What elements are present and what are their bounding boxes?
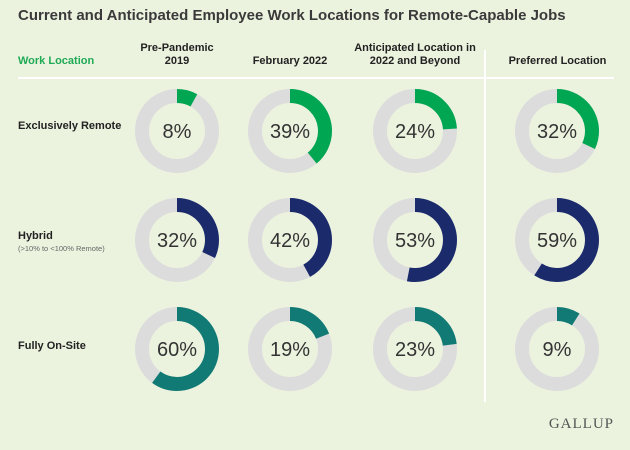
donut-segment [135,198,219,282]
donut-segment [135,89,219,173]
row-label-hybrid: Hybrid (>10% to <100% Remote) [18,230,105,253]
row-label-text: Hybrid [18,230,53,242]
donut-segment [373,307,457,391]
donut-label: 19% [270,339,310,361]
donut: 24% [373,89,457,173]
donut: 19% [248,307,332,391]
donut-segment [248,198,332,282]
row-header: Work Location [18,55,95,67]
donut-label: 53% [395,230,435,252]
donut-label: 42% [270,230,310,252]
donut-label: 32% [537,121,577,143]
column-header-feb-2022: February 2022 [252,55,328,67]
donut-segment [515,198,599,282]
donut: 8% [135,89,219,173]
donut-segment [373,198,457,282]
row-label-exclusively-remote: Exclusively Remote [18,120,121,132]
donut: 60% [135,307,219,391]
column-header-pre-pandemic: Pre-Pandemic 2019 [127,42,227,68]
donut: 32% [515,89,599,173]
row-label-text: Exclusively Remote [18,120,122,132]
donut-segment [515,307,599,391]
column-header-preferred: Preferred Location [508,55,607,67]
donut-segment [248,307,332,391]
row-sublabel: (>10% to <100% Remote) [18,244,105,253]
donut: 23% [373,307,457,391]
row-label-fully-on-site: Fully On-Site [18,340,86,352]
donut-label: 32% [157,230,197,252]
donut-segment [515,89,599,173]
donut-label: 8% [163,121,192,143]
column-divider [484,50,486,402]
donut-segment [248,89,332,173]
donut-label: 9% [543,339,572,361]
gallup-logo: GALLUP [548,416,614,432]
donut-segment [373,89,457,173]
donut: 42% [248,198,332,282]
donut: 32% [135,198,219,282]
donut: 9% [515,307,599,391]
donut: 53% [373,198,457,282]
donut-label: 24% [395,121,435,143]
donut-label: 59% [537,230,577,252]
donut-label: 23% [395,339,435,361]
donut: 59% [515,198,599,282]
donut-label: 60% [157,339,197,361]
column-header-anticipated: Anticipated Location in 2022 and Beyond [354,42,476,67]
donut-label: 39% [270,121,310,143]
chart-title: Current and Anticipated Employee Work Lo… [18,7,566,24]
donut: 39% [248,89,332,173]
column-header-text: Pre-Pandemic 2019 [140,42,214,67]
donut-segment [135,307,219,391]
header-divider [18,77,614,79]
row-label-text: Fully On-Site [18,340,86,352]
